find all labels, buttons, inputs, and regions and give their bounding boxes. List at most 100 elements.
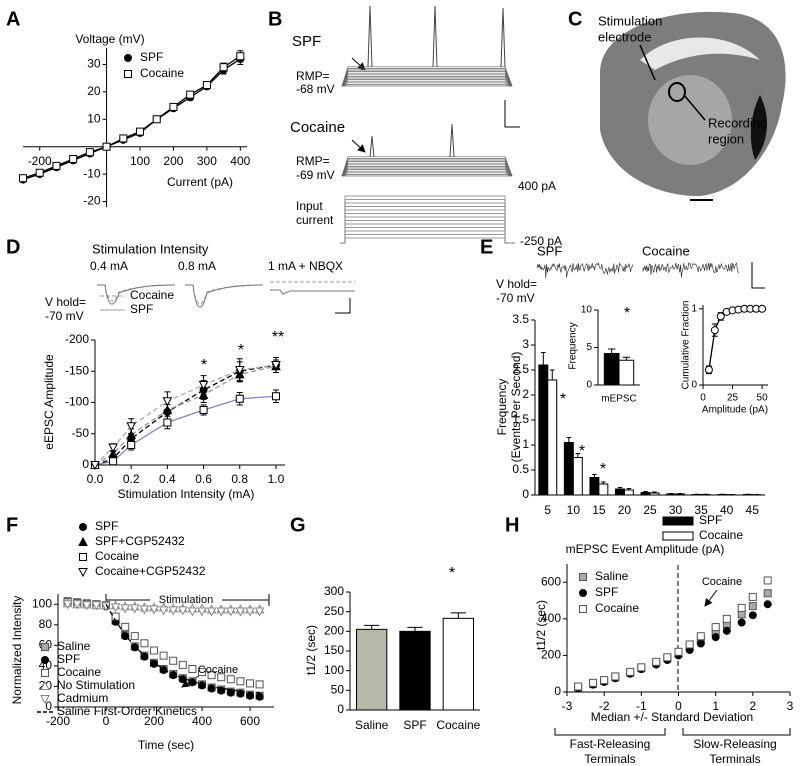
error-bar xyxy=(550,369,555,380)
bar xyxy=(572,457,583,496)
panel-letter: F xyxy=(6,514,18,536)
x-axis-label: Current (pA) xyxy=(167,175,233,189)
error-bar xyxy=(450,612,466,619)
legend-marker xyxy=(41,656,49,664)
error-bar xyxy=(566,437,572,443)
y-tick-label: 80 xyxy=(39,617,53,631)
y-tick-label: -10 xyxy=(83,166,101,180)
marker xyxy=(663,653,672,662)
marker xyxy=(219,63,228,72)
y-tick-label: 10 xyxy=(87,111,101,125)
legend-label: SPF xyxy=(130,302,153,316)
legend-marker xyxy=(124,70,132,78)
y-tick-label: 100 xyxy=(324,663,344,677)
panel-letter: E xyxy=(480,236,493,258)
annotation: * xyxy=(560,391,566,408)
marker xyxy=(737,603,746,612)
y-tick-label: 1 xyxy=(522,437,529,451)
marker xyxy=(202,81,211,90)
x-tick-label: 0 xyxy=(103,714,110,728)
marker xyxy=(91,601,102,611)
marker xyxy=(611,672,620,681)
voltage-trace xyxy=(341,84,513,87)
marker xyxy=(217,673,226,682)
error-bar xyxy=(652,491,657,493)
marker xyxy=(236,52,245,61)
x-tick-label: -200 xyxy=(28,154,52,168)
voltage-trace xyxy=(341,166,513,177)
voltage-trace xyxy=(341,66,513,87)
marker xyxy=(69,155,78,164)
marker xyxy=(206,607,217,617)
marker xyxy=(158,606,169,616)
bar xyxy=(442,617,474,711)
legend-marker xyxy=(579,573,587,581)
epsc-trace xyxy=(97,284,176,305)
y-tick-label: 400 xyxy=(541,611,561,625)
marker xyxy=(85,148,94,157)
y-tick-label: -200 xyxy=(65,332,89,346)
bar xyxy=(547,379,558,496)
legend-label: SPF xyxy=(57,652,80,666)
legend-label: SPF xyxy=(140,50,163,64)
x-tick-label: 25 xyxy=(727,393,739,404)
marker xyxy=(186,90,195,99)
marker xyxy=(139,605,150,615)
marker xyxy=(589,678,598,687)
bar xyxy=(640,492,651,496)
marker xyxy=(108,443,118,453)
annotation: * xyxy=(624,305,630,322)
marker xyxy=(696,632,705,641)
x-tick-label: 0.4 xyxy=(159,472,176,486)
legend-label: Saline First-Order Kinetics xyxy=(57,704,197,718)
marker xyxy=(748,592,757,601)
legend-label: Cocaine xyxy=(595,601,639,615)
legend-label: SPF+CGP52432 xyxy=(95,534,185,548)
x-tick-label: 1.0 xyxy=(268,472,285,486)
marker xyxy=(217,686,226,695)
noise-trace xyxy=(642,262,740,278)
y-tick-label: 2.5 xyxy=(512,362,529,376)
marker xyxy=(150,646,158,655)
x-tick-label: 400 xyxy=(230,154,250,168)
x-tick-label: -3 xyxy=(562,699,573,713)
marker xyxy=(52,161,61,170)
marker xyxy=(187,607,198,617)
rmp-label: RMP= xyxy=(296,69,330,83)
bar xyxy=(615,488,625,496)
voltage-trace xyxy=(341,68,513,87)
voltage-trace xyxy=(341,170,513,177)
y-tick-label: 0 xyxy=(586,380,592,391)
marker xyxy=(763,576,772,585)
legend-marker xyxy=(79,553,87,561)
error-bar xyxy=(575,453,581,458)
y-tick-label: 0 xyxy=(691,380,697,391)
y-tick-label: 30 xyxy=(87,57,101,71)
marker xyxy=(748,611,757,620)
marker xyxy=(169,656,178,665)
marker xyxy=(574,682,583,691)
marker xyxy=(763,589,772,598)
striatum xyxy=(648,75,732,165)
y-tick-label: 0 xyxy=(45,699,52,713)
marker xyxy=(600,676,609,685)
legend-marker xyxy=(579,605,587,613)
panel-letter: B xyxy=(268,8,282,30)
rmp-label: RMP= xyxy=(296,154,330,168)
bar xyxy=(563,442,574,496)
y-axis-label: Voltage (mV) xyxy=(75,32,144,46)
marker xyxy=(235,607,246,617)
y-tick-label: 0 xyxy=(522,487,529,501)
marker xyxy=(255,680,264,689)
spike xyxy=(369,135,375,158)
series-line xyxy=(708,308,763,370)
marker xyxy=(126,429,137,439)
panel-e-traces: SPF Cocaine V hold= -70 mV xyxy=(496,243,765,305)
spike xyxy=(500,7,506,68)
marker xyxy=(169,671,178,680)
voltage-trace xyxy=(341,158,513,177)
legend-label: Saline xyxy=(57,639,91,653)
annotation: Cocaine xyxy=(702,576,742,588)
x-tick-label: 20 xyxy=(618,503,632,517)
